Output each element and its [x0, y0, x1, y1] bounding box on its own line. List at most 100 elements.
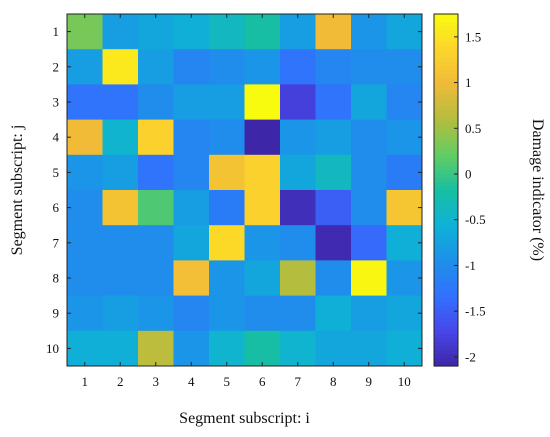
heatmap-cell: [351, 154, 387, 191]
heatmap-cell: [67, 84, 103, 121]
colorbar-segment: [434, 354, 458, 359]
heatmap-cell: [315, 260, 352, 297]
colorbar-segment: [434, 330, 458, 335]
colorbar-segment: [434, 234, 458, 239]
colorbar-segment: [434, 230, 458, 235]
heatmap-cell: [209, 154, 245, 191]
colorbar-segment: [434, 138, 458, 143]
colorbar-segment: [434, 282, 458, 287]
colorbar-label: Damage indicator (%): [529, 119, 546, 261]
colorbar-segment: [434, 70, 458, 75]
heatmap-cell: [209, 190, 245, 226]
heatmap-cell: [102, 119, 139, 156]
colorbar-segment: [434, 146, 458, 151]
heatmap-cell: [138, 84, 174, 121]
heatmap-cell: [138, 49, 174, 85]
colorbar-segment: [434, 318, 458, 323]
x-tick-label: 3: [153, 374, 160, 389]
colorbar-tick-label: -2: [465, 349, 476, 364]
colorbar-segment: [434, 218, 458, 223]
heatmap-cell: [102, 260, 139, 297]
colorbar-segment: [434, 206, 458, 211]
heatmap-cell: [138, 330, 174, 367]
heatmap-cell: [67, 330, 103, 367]
heatmap-cell: [315, 154, 352, 191]
y-tick-labels: 1 2 3 4 5 6 7 8 9 10: [46, 24, 422, 356]
colorbar-segment: [434, 150, 458, 155]
x-tick-label: 10: [398, 374, 411, 389]
heatmap-cell: [280, 84, 316, 121]
colorbar-segment: [434, 178, 458, 183]
heatmap-cell: [280, 119, 316, 156]
colorbar-segment: [434, 238, 458, 243]
colorbar-segment: [434, 314, 458, 319]
colorbar-segment: [434, 166, 458, 171]
heatmap-cell: [173, 295, 210, 332]
heatmap-cell: [386, 330, 423, 367]
colorbar-segment: [434, 98, 458, 103]
heatmap-cell: [173, 225, 210, 261]
colorbar-segment: [434, 350, 458, 355]
y-tick-label: 7: [53, 235, 60, 250]
colorbar-segment: [434, 326, 458, 331]
colorbar-segment: [434, 86, 458, 91]
colorbar-segment: [434, 346, 458, 351]
y-tick-label: 8: [53, 271, 60, 286]
colorbar-segment: [434, 310, 458, 315]
heatmap-cell: [386, 119, 423, 156]
colorbar-tick-label: 1: [465, 75, 472, 90]
heatmap-cell: [315, 190, 352, 226]
colorbar-tick-label: 1.5: [465, 29, 481, 44]
heatmap-cell: [173, 84, 210, 121]
x-tick-label: 7: [295, 374, 302, 389]
heatmap-cell: [351, 260, 387, 297]
y-axis-label: Segment subscript: j: [9, 125, 26, 256]
y-tick-label: 3: [53, 95, 60, 110]
heatmap-cell: [280, 225, 316, 261]
heatmap-cell: [351, 295, 387, 332]
colorbar-segment: [434, 342, 458, 347]
x-tick-label: 6: [259, 374, 266, 389]
colorbar-segment: [434, 66, 458, 71]
x-axis-label: Segment subscript: i: [179, 410, 310, 427]
colorbar-frame: [433, 13, 459, 367]
colorbar-segment: [434, 14, 458, 19]
heatmap-cell: [244, 84, 281, 121]
colorbar-segment: [434, 18, 458, 23]
heatmap-cell: [102, 84, 139, 121]
heatmap-cell: [209, 84, 245, 121]
colorbar-segment: [434, 210, 458, 215]
heatmap-cell: [209, 14, 245, 50]
heatmap-cell: [386, 14, 423, 50]
heatmap-cell: [386, 49, 423, 85]
heatmap-cell: [67, 14, 103, 50]
colorbar-segment: [434, 102, 458, 107]
colorbar-segment: [434, 46, 458, 51]
colorbar-tick-label: -1: [465, 258, 476, 273]
heatmap-cell: [244, 225, 281, 261]
colorbar-segment: [434, 306, 458, 311]
colorbar-segment: [434, 90, 458, 95]
x-tick-label: 4: [188, 374, 195, 389]
heatmap-cell: [173, 260, 210, 297]
heatmap-cell: [280, 330, 316, 367]
heatmap-cell: [315, 119, 352, 156]
colorbar-segment: [434, 190, 458, 195]
heatmap-cell: [138, 14, 174, 50]
colorbar-segment: [434, 22, 458, 27]
y-tick-label: 5: [53, 165, 60, 180]
colorbar-segment: [434, 250, 458, 255]
heatmap-cell: [138, 190, 174, 226]
heatmap-cell: [351, 14, 387, 50]
colorbar-segment: [434, 214, 458, 219]
heatmap-cell: [315, 295, 352, 332]
heatmap-cell: [280, 49, 316, 85]
heatmap-cell: [315, 84, 352, 121]
heatmap-cell: [67, 119, 103, 156]
colorbar: [433, 13, 459, 367]
heatmap-cell: [67, 260, 103, 297]
heatmap-cell: [102, 190, 139, 226]
heatmap-cell: [102, 295, 139, 332]
colorbar-segment: [434, 362, 458, 367]
heatmap-cell: [67, 154, 103, 191]
